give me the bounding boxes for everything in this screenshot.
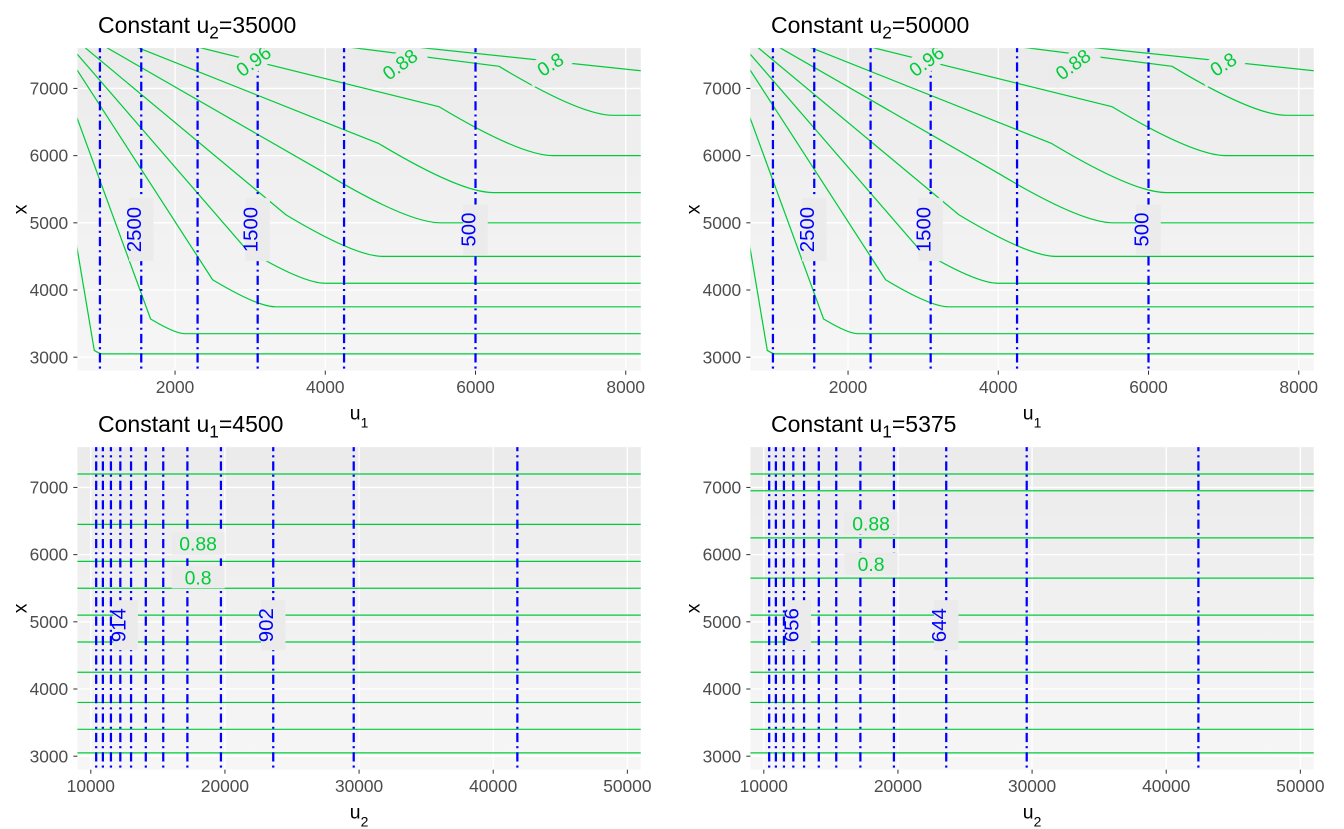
figure-grid: Constant u2=3500020004000600080003000400… (0, 0, 1344, 806)
contour-label: 0.88 (179, 534, 217, 556)
plot-area: 10000 20000 30000 40000 50000 3000 4000 5000 600… (681, 441, 1324, 794)
title-prefix: Constant u (771, 411, 882, 437)
plot-area: 200040006000800030004000500060007000u1x0… (681, 42, 1324, 395)
title-subscript: 2 (209, 23, 219, 43)
x-tick-label: 10000 (740, 776, 788, 796)
x-tick-label: 6000 (456, 377, 495, 397)
y-tick-label: 4000 (703, 679, 742, 699)
y-tick-label: 7000 (30, 478, 69, 498)
vline-label: 656 (782, 608, 804, 642)
y-tick-label: 6000 (703, 146, 742, 166)
vline-label: 500 (1132, 213, 1154, 247)
x-tick-label: 40000 (1142, 776, 1190, 796)
title-value: =50000 (892, 12, 969, 38)
y-tick-label: 5000 (703, 213, 742, 233)
vline-label: 2500 (797, 207, 819, 252)
y-axis-title: x (9, 204, 31, 214)
vline-label: 2500 (124, 207, 146, 252)
panel-bg (750, 48, 1313, 371)
title-subscript: 2 (882, 23, 892, 43)
title-subscript: 1 (882, 422, 892, 442)
x-tick-label: 30000 (1008, 776, 1056, 796)
x-tick-label: 30000 (335, 776, 383, 796)
vline-label: 902 (256, 608, 278, 642)
title-prefix: Constant u (98, 411, 209, 437)
x-tick-label: 2000 (829, 377, 868, 397)
y-axis-title: x (682, 204, 704, 214)
y-tick-label: 4000 (30, 679, 69, 699)
x-tick-label: 4000 (306, 377, 345, 397)
x-tick-label: 2000 (156, 377, 195, 397)
y-tick-label: 5000 (703, 612, 742, 632)
x-tick-label: 50000 (603, 776, 651, 796)
vline-label: 1500 (914, 207, 936, 252)
y-tick-label: 3000 (703, 347, 742, 367)
y-tick-label: 4000 (30, 280, 69, 300)
contour-label: 0.8 (858, 554, 885, 576)
x-tick-label: 10000 (67, 776, 115, 796)
y-tick-label: 3000 (30, 347, 69, 367)
panel-tl: Constant u2=35000 2000 4000 6000 8000 3000 400… (8, 8, 651, 395)
title-value: =35000 (219, 12, 296, 38)
y-tick-label: 7000 (703, 478, 742, 498)
plot-area: 200040006000800030004000500060007000u1x0… (8, 42, 651, 395)
panel-title: Constant u1=5375 (681, 407, 1324, 441)
panel-title: Constant u2=50000 (681, 8, 1324, 42)
x-tick-label: 20000 (874, 776, 922, 796)
plot-svg: 200040006000800030004000500060007000u1x0… (8, 42, 651, 430)
title-prefix: Constant u (98, 12, 209, 38)
x-tick-label: 50000 (1276, 776, 1324, 796)
x-tick-label: 8000 (1279, 377, 1318, 397)
y-tick-label: 3000 (30, 746, 69, 766)
title-value: =5375 (892, 411, 957, 437)
y-tick-label: 5000 (30, 213, 69, 233)
plot-area: 10000 20000 30000 40000 50000 3000 4000 5000 600… (8, 441, 651, 794)
vline-label: 500 (459, 213, 481, 247)
vline-label: 644 (929, 608, 951, 642)
contour-line (37, 42, 651, 48)
panel-bg (77, 48, 640, 371)
vline-label: 1500 (241, 207, 263, 252)
plot-svg: 10000 20000 30000 40000 50000 3000 4000 5000 600… (8, 441, 651, 829)
panel-bl: Constant u1=4500 10000 20000 30000 40000 5000… (8, 407, 651, 794)
panel-title: Constant u1=4500 (8, 407, 651, 441)
y-tick-label: 6000 (703, 545, 742, 565)
contour-line (710, 42, 1324, 48)
title-prefix: Constant u (771, 12, 882, 38)
x-tick-label: 20000 (201, 776, 249, 796)
panel-br: Constant u1=5375 10000 20000 30000 40000 5000… (681, 407, 1324, 794)
y-tick-label: 7000 (30, 79, 69, 99)
title-value: =4500 (219, 411, 284, 437)
contour-label: 0.88 (852, 514, 890, 536)
vline-label: 914 (109, 608, 131, 642)
y-tick-label: 3000 (703, 746, 742, 766)
panel-tr: Constant u2=50000 2000 4000 6000 8000 3000 400… (681, 8, 1324, 395)
x-tick-label: 40000 (469, 776, 517, 796)
y-axis-title: x (9, 603, 31, 613)
y-tick-label: 5000 (30, 612, 69, 632)
y-tick-label: 6000 (30, 146, 69, 166)
x-tick-label: 8000 (606, 377, 645, 397)
x-tick-label: 4000 (979, 377, 1018, 397)
y-tick-label: 4000 (703, 280, 742, 300)
plot-svg: 200040006000800030004000500060007000u1x0… (681, 42, 1324, 430)
plot-svg: 10000 20000 30000 40000 50000 3000 4000 5000 600… (681, 441, 1324, 829)
contour-label: 0.8 (185, 567, 212, 589)
panel-title: Constant u2=35000 (8, 8, 651, 42)
x-tick-label: 6000 (1129, 377, 1168, 397)
title-subscript: 1 (209, 422, 219, 442)
y-tick-label: 7000 (703, 79, 742, 99)
y-axis-title: x (682, 603, 704, 613)
y-tick-label: 6000 (30, 545, 69, 565)
